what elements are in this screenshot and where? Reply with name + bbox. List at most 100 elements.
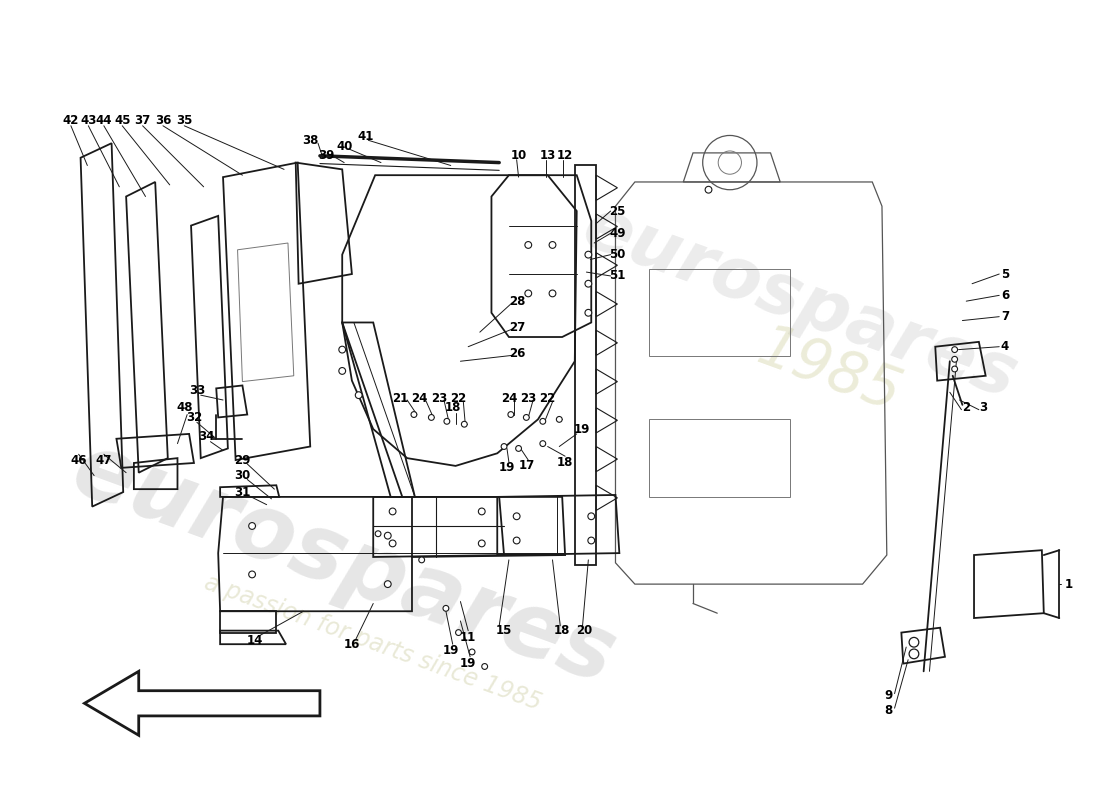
Text: 47: 47 <box>96 454 112 466</box>
Circle shape <box>470 649 475 655</box>
Text: 30: 30 <box>234 469 251 482</box>
Text: eurospares: eurospares <box>573 193 1026 414</box>
Text: 51: 51 <box>609 270 626 282</box>
Text: 21: 21 <box>393 391 408 405</box>
Text: 22: 22 <box>450 391 466 405</box>
Text: 19: 19 <box>573 422 590 435</box>
Text: 22: 22 <box>539 391 556 405</box>
Text: 1985: 1985 <box>749 318 909 423</box>
Text: 11: 11 <box>460 631 476 644</box>
Circle shape <box>557 417 562 422</box>
Circle shape <box>705 186 712 193</box>
Text: 35: 35 <box>176 114 192 127</box>
Text: 50: 50 <box>609 248 626 261</box>
Text: 36: 36 <box>155 114 172 127</box>
Circle shape <box>339 367 345 374</box>
Text: 4: 4 <box>1001 340 1009 354</box>
Text: 43: 43 <box>80 114 97 127</box>
Circle shape <box>525 242 531 248</box>
Text: 23: 23 <box>431 391 448 405</box>
Circle shape <box>587 537 595 544</box>
Text: 37: 37 <box>134 114 151 127</box>
Text: a passion for parts since 1985: a passion for parts since 1985 <box>201 570 544 714</box>
Circle shape <box>478 508 485 515</box>
Circle shape <box>587 513 595 520</box>
Text: 39: 39 <box>319 150 334 162</box>
Text: 5: 5 <box>1001 267 1009 281</box>
Circle shape <box>508 412 514 418</box>
Circle shape <box>525 290 531 297</box>
Text: 3: 3 <box>980 402 988 414</box>
Text: 23: 23 <box>520 391 537 405</box>
Text: 49: 49 <box>609 227 626 240</box>
Text: 24: 24 <box>411 391 428 405</box>
Text: 17: 17 <box>518 459 535 472</box>
Text: 19: 19 <box>442 643 459 657</box>
Circle shape <box>540 441 546 446</box>
Circle shape <box>549 242 556 248</box>
Circle shape <box>524 414 529 420</box>
Text: 6: 6 <box>1001 289 1009 302</box>
Text: 16: 16 <box>343 638 360 650</box>
Text: 44: 44 <box>96 114 112 127</box>
Text: 12: 12 <box>557 150 573 162</box>
Circle shape <box>585 251 592 258</box>
Circle shape <box>549 290 556 297</box>
Text: 27: 27 <box>509 321 526 334</box>
Circle shape <box>384 532 392 539</box>
Circle shape <box>516 446 521 451</box>
Text: 29: 29 <box>234 454 251 466</box>
Text: 18: 18 <box>554 624 571 637</box>
Text: 2: 2 <box>962 402 970 414</box>
Text: 15: 15 <box>496 624 513 637</box>
Circle shape <box>540 418 546 424</box>
Circle shape <box>514 513 520 520</box>
Circle shape <box>952 346 958 353</box>
Circle shape <box>355 392 362 398</box>
Circle shape <box>482 663 487 670</box>
Text: 13: 13 <box>539 150 556 162</box>
Text: 38: 38 <box>302 134 318 146</box>
Text: 42: 42 <box>63 114 79 127</box>
Text: 26: 26 <box>509 347 526 360</box>
Text: 31: 31 <box>234 486 251 498</box>
Text: 45: 45 <box>114 114 131 127</box>
Text: 24: 24 <box>500 391 517 405</box>
Circle shape <box>249 571 255 578</box>
Circle shape <box>339 346 345 353</box>
Text: 48: 48 <box>176 402 192 414</box>
Text: 32: 32 <box>186 411 202 424</box>
Text: 34: 34 <box>198 430 214 443</box>
Circle shape <box>443 606 449 611</box>
Text: eurospares: eurospares <box>60 426 627 704</box>
Text: 33: 33 <box>189 384 205 397</box>
Circle shape <box>389 540 396 547</box>
Circle shape <box>411 412 417 418</box>
Circle shape <box>585 280 592 287</box>
Text: 1: 1 <box>1065 578 1074 590</box>
Circle shape <box>585 310 592 316</box>
Circle shape <box>455 630 461 635</box>
Circle shape <box>952 356 958 362</box>
Circle shape <box>384 581 392 587</box>
Text: 28: 28 <box>509 294 526 308</box>
Circle shape <box>375 531 381 537</box>
Text: 19: 19 <box>498 462 515 474</box>
Text: 19: 19 <box>460 657 476 670</box>
Circle shape <box>952 366 958 372</box>
Circle shape <box>502 444 507 450</box>
Circle shape <box>429 414 434 420</box>
Text: 46: 46 <box>70 454 87 466</box>
Text: 41: 41 <box>358 130 374 143</box>
Text: 25: 25 <box>609 205 626 218</box>
Text: 7: 7 <box>1001 310 1009 323</box>
Text: 40: 40 <box>336 140 352 153</box>
Circle shape <box>444 418 450 424</box>
Circle shape <box>478 540 485 547</box>
Circle shape <box>461 422 468 427</box>
Circle shape <box>389 508 396 515</box>
Circle shape <box>419 557 425 562</box>
Text: 10: 10 <box>510 150 527 162</box>
Text: 18: 18 <box>444 402 461 414</box>
Text: 20: 20 <box>576 624 593 637</box>
